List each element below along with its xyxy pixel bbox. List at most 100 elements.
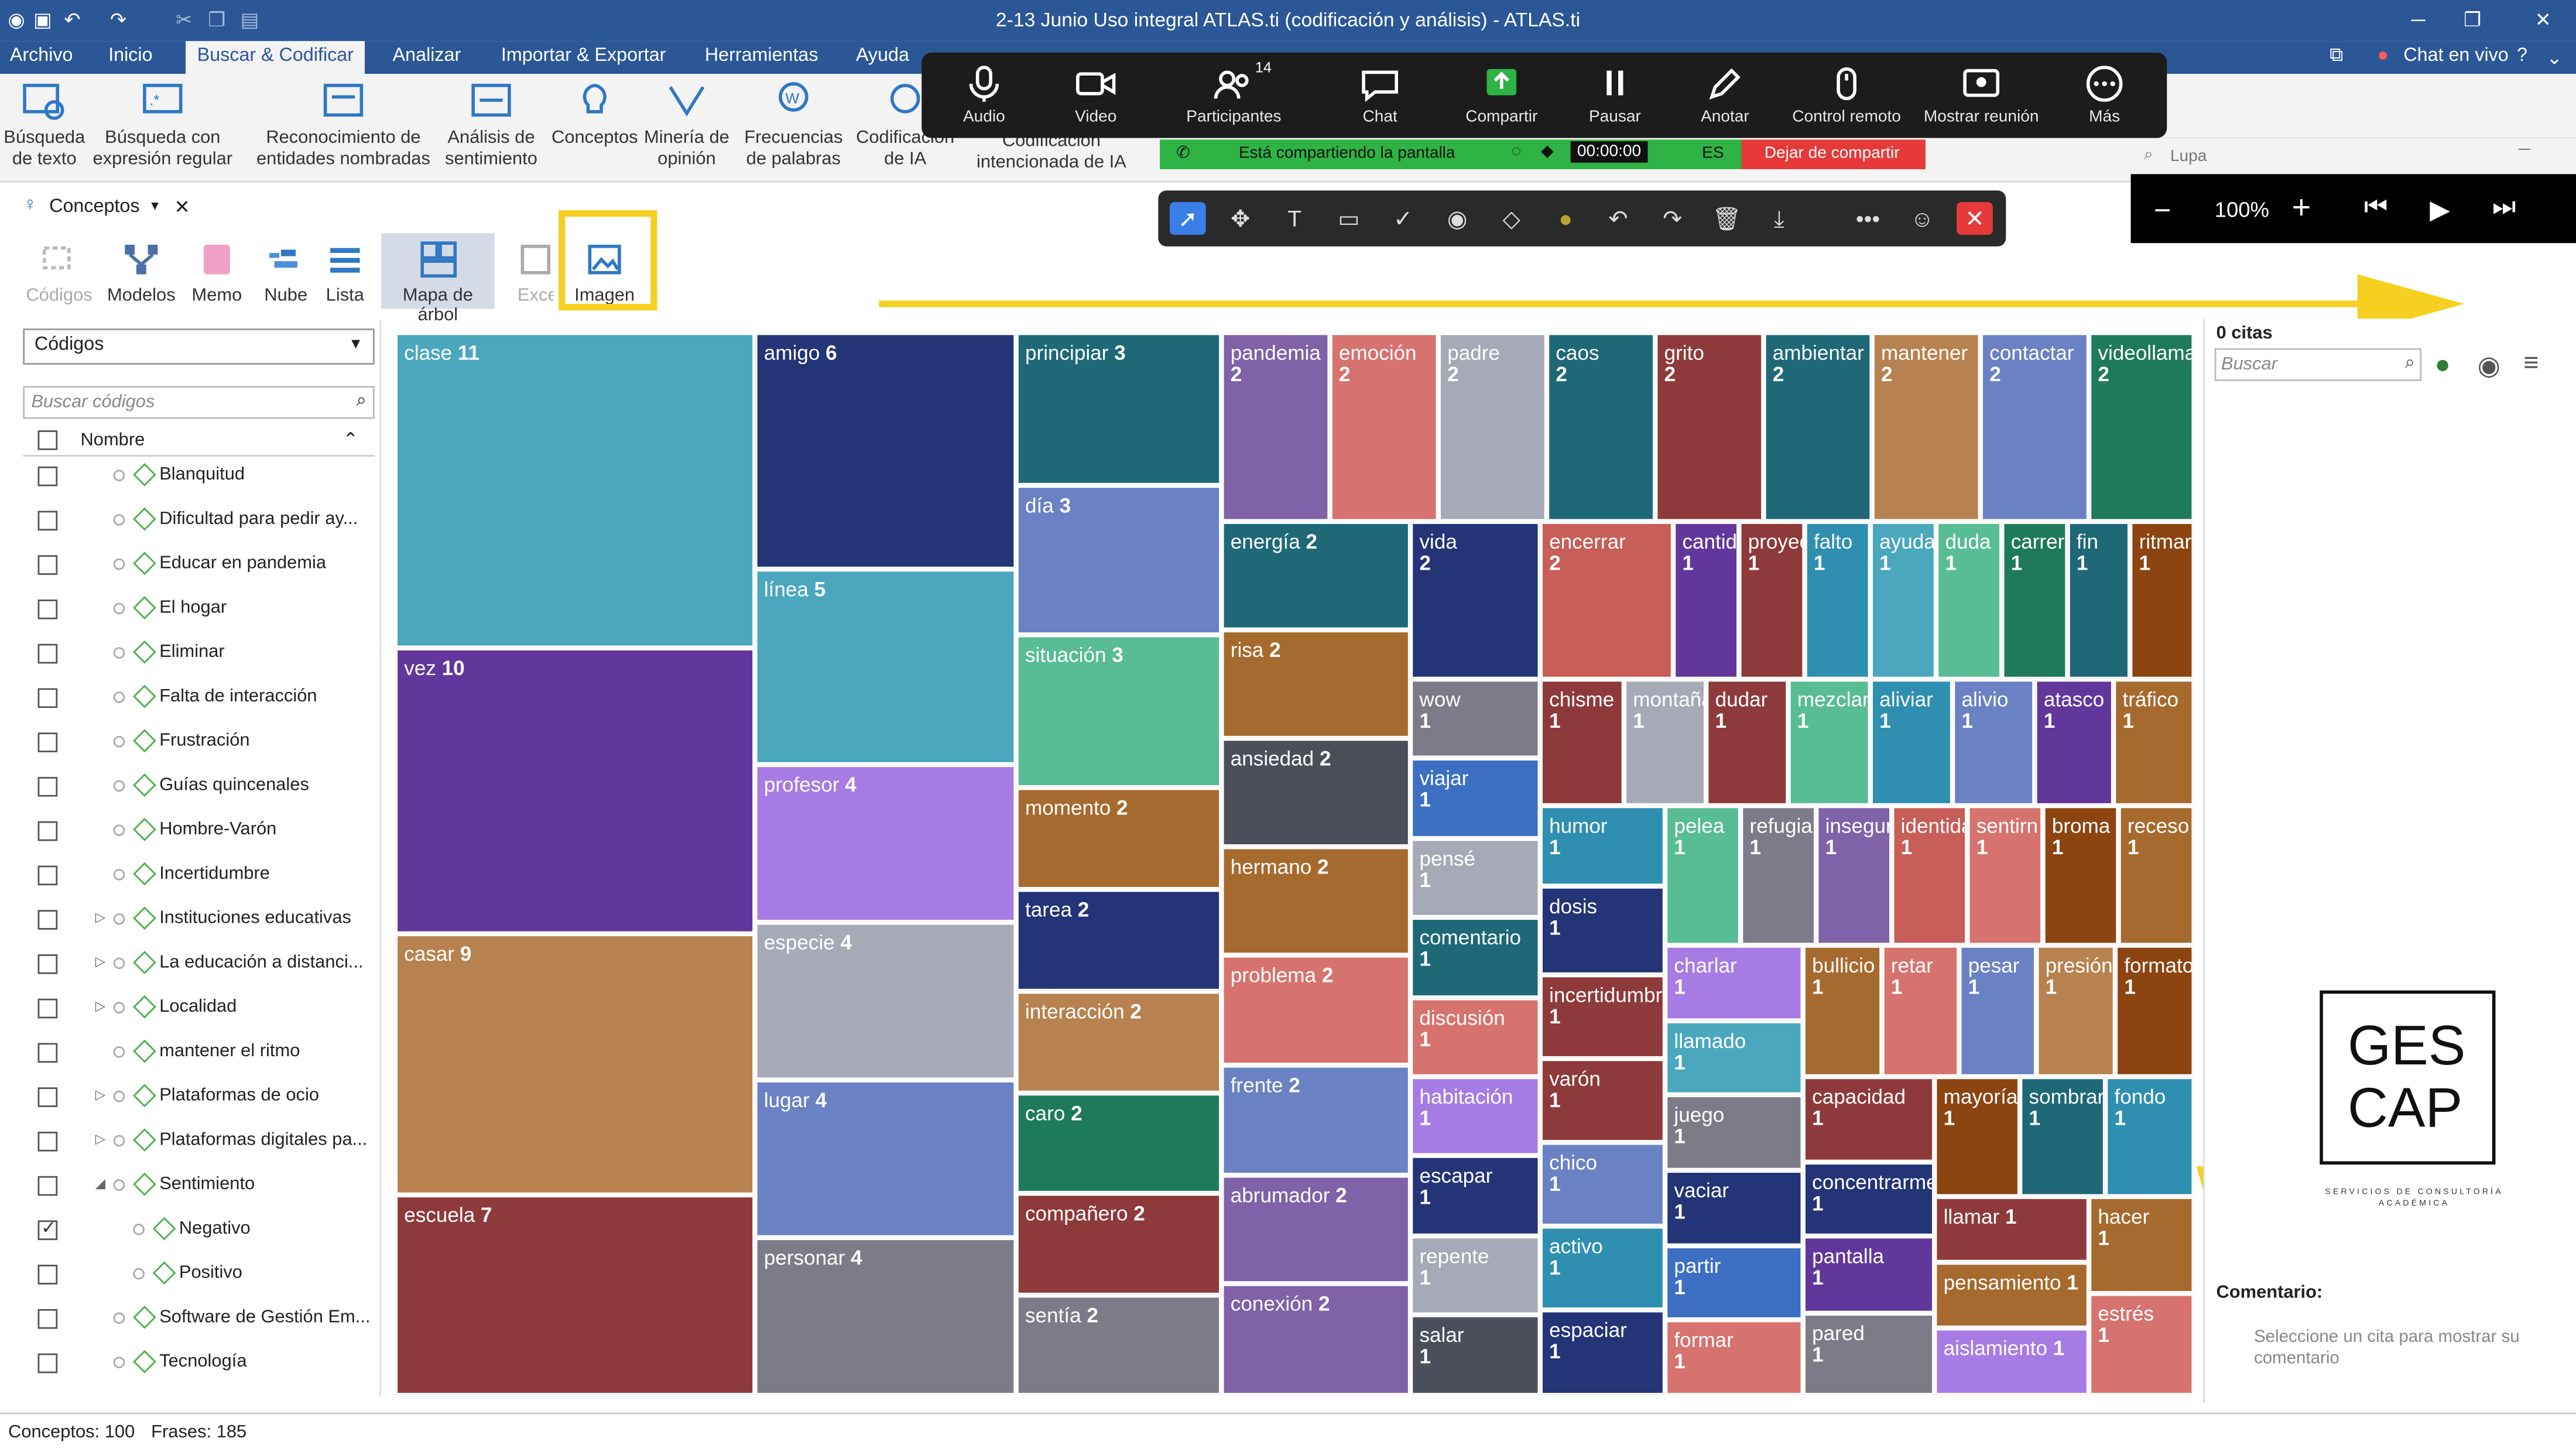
- treemap-tile[interactable]: ritmar 1: [2130, 522, 2194, 679]
- ribbon-text-search[interactable]: Búsqueda de texto: [4, 80, 85, 170]
- treemap-tile[interactable]: aislamiento 1: [1935, 1328, 2088, 1395]
- code-row[interactable]: Guías quincenales: [23, 767, 375, 811]
- treemap-tile[interactable]: conexión 2: [1222, 1284, 1410, 1395]
- code-checkbox[interactable]: [37, 555, 58, 575]
- code-checkbox[interactable]: [37, 511, 58, 531]
- treemap-tile[interactable]: bullicio 1: [1804, 946, 1882, 1076]
- skip-back-icon[interactable]: ⏮: [2364, 194, 2388, 222]
- treemap-tile[interactable]: concentrarme 1: [1804, 1163, 1934, 1235]
- code-row[interactable]: Educar en pandemia: [23, 545, 375, 590]
- close-icon[interactable]: ✕: [1957, 202, 1993, 235]
- treemap-tile[interactable]: dosis 1: [1541, 886, 1664, 974]
- treemap-tile[interactable]: presión 1: [2037, 946, 2115, 1076]
- show-meeting-button[interactable]: Mostrar reunión: [1920, 66, 2042, 126]
- codes-search-input[interactable]: Buscar códigos ⌕: [23, 386, 375, 419]
- treemap-tile[interactable]: ansiedad 2: [1222, 739, 1410, 846]
- code-row[interactable]: ◢ Sentimiento: [23, 1166, 375, 1211]
- more-dots-icon[interactable]: •••: [1855, 205, 1880, 232]
- pause-button[interactable]: Pausar: [1585, 66, 1645, 126]
- treemap-tile[interactable]: emoción 2: [1330, 333, 1438, 521]
- code-row[interactable]: ▷ Plataformas de ocio: [23, 1077, 375, 1122]
- treemap-tile[interactable]: charlar 1: [1666, 946, 1803, 1020]
- chat-button[interactable]: Chat: [1355, 66, 1405, 126]
- paste-icon[interactable]: ▤: [240, 8, 259, 32]
- treemap-tile[interactable]: varón 1: [1541, 1059, 1664, 1142]
- code-checkbox[interactable]: [37, 1087, 58, 1107]
- treemap-tile[interactable]: lugar 4: [755, 1080, 1016, 1237]
- menu-archivo[interactable]: Archivo: [9, 46, 73, 66]
- select-all-checkbox[interactable]: [37, 430, 58, 450]
- treemap-tile[interactable]: formato 1: [2116, 946, 2194, 1076]
- share-button[interactable]: Compartir: [1461, 66, 1543, 126]
- code-row[interactable]: ▷ Instituciones educativas: [23, 900, 375, 944]
- expand-icon[interactable]: ▷: [95, 1087, 106, 1102]
- treemap-tile[interactable]: día 3: [1016, 486, 1221, 634]
- treemap-tile[interactable]: ayuda 1: [1871, 522, 1936, 679]
- treemap-tile[interactable]: contactar 2: [1981, 333, 2088, 521]
- rectangle-icon[interactable]: ▭: [1338, 205, 1360, 232]
- treemap-tile[interactable]: interacción 2: [1016, 992, 1221, 1093]
- save-icon[interactable]: ▣: [33, 8, 52, 32]
- code-checkbox[interactable]: [37, 1265, 58, 1285]
- menu-icon[interactable]: ≡: [2523, 350, 2539, 378]
- treemap-tile[interactable]: wow 1: [1411, 680, 1540, 758]
- treemap-tile[interactable]: pantalla 1: [1804, 1237, 1934, 1313]
- expand-icon[interactable]: ▷: [95, 910, 106, 925]
- treemap-tile[interactable]: caos 2: [1547, 333, 1654, 521]
- treemap-tile[interactable]: estrés 1: [2089, 1294, 2194, 1395]
- treemap-tile[interactable]: duda 1: [1937, 522, 2001, 679]
- menu-ayuda[interactable]: Ayuda: [855, 46, 909, 66]
- code-checkbox[interactable]: [37, 954, 58, 974]
- code-row[interactable]: ▷ Plataformas digitales pa...: [23, 1122, 375, 1166]
- quotation-search-input[interactable]: Buscar ⌕: [2214, 348, 2422, 381]
- treemap-tile[interactable]: capacidad 1: [1804, 1077, 1934, 1162]
- cut-icon[interactable]: ✂: [176, 8, 193, 32]
- menu-importar-exportar[interactable]: Importar & Exportar: [501, 46, 666, 66]
- column-header[interactable]: Nombre ⌃: [23, 426, 375, 457]
- treemap-tile[interactable]: abrumador 2: [1222, 1176, 1410, 1283]
- minimize-icon[interactable]: ─: [2411, 8, 2426, 32]
- minimize-icon[interactable]: ─: [2518, 141, 2530, 160]
- treemap-tile[interactable]: pelea 1: [1666, 806, 1740, 945]
- treemap-tile[interactable]: retar 1: [1882, 946, 1958, 1076]
- treemap-tile[interactable]: encerrar 2: [1541, 522, 1673, 679]
- treemap-tile[interactable]: amigo 6: [755, 333, 1016, 569]
- treemap-tile[interactable]: insegur 1: [1817, 806, 1891, 945]
- treemap-tile[interactable]: hacer 1: [2089, 1197, 2194, 1293]
- treemap-tile[interactable]: mantener 2: [1872, 333, 1980, 521]
- stop-share-button[interactable]: Dejar de compartir: [1741, 139, 1926, 169]
- treemap-tile[interactable]: juego 1: [1666, 1095, 1803, 1170]
- code-checkbox[interactable]: [37, 1217, 58, 1241]
- color-icon[interactable]: ●: [1558, 205, 1573, 232]
- memo-tool[interactable]: Memo: [187, 233, 246, 306]
- treemap-tile[interactable]: línea 5: [755, 570, 1016, 764]
- models-tool[interactable]: Modelos: [105, 233, 177, 306]
- treemap-tile[interactable]: pensé 1: [1411, 839, 1540, 917]
- concepts-tab[interactable]: ♀ Conceptos ▾ ✕: [16, 189, 197, 225]
- text-icon[interactable]: T: [1287, 205, 1302, 232]
- treemap-tile[interactable]: sombrar 1: [2020, 1077, 2105, 1196]
- codes-selector[interactable]: Códigos ▼: [23, 328, 375, 365]
- code-checkbox[interactable]: [37, 643, 58, 664]
- chevron-down-icon[interactable]: ⌄: [2546, 49, 2563, 69]
- treemap-tile[interactable]: repente 1: [1411, 1237, 1540, 1314]
- treemap-tile[interactable]: dudar 1: [1707, 680, 1788, 805]
- zoom-in-icon[interactable]: +: [2291, 190, 2311, 227]
- eraser-icon[interactable]: ◇: [1502, 205, 1520, 232]
- treemap-tile[interactable]: vez 10: [396, 649, 755, 933]
- image-tool[interactable]: Imagen: [568, 233, 640, 306]
- treemap-tile[interactable]: videollamar 2: [2089, 333, 2194, 521]
- treemap-tile[interactable]: clase 11: [396, 333, 755, 648]
- redo-icon[interactable]: ↷: [1663, 205, 1683, 232]
- treemap-tile[interactable]: identida 1: [1892, 806, 1967, 945]
- treemap-tile[interactable]: especie 4: [755, 923, 1016, 1080]
- annotate-button[interactable]: Anotar: [1697, 66, 1753, 126]
- code-checkbox[interactable]: [37, 821, 58, 841]
- ribbon-word-frequencies[interactable]: W Frecuencias de palabras: [744, 80, 842, 170]
- treemap-tile[interactable]: atasco 1: [2035, 680, 2113, 805]
- play-icon[interactable]: ▶: [2430, 197, 2450, 225]
- treemap-tile[interactable]: pensamiento 1: [1935, 1263, 2088, 1327]
- timer[interactable]: 00:00:00: [1570, 141, 1648, 163]
- treemap-tile[interactable]: cantid 1: [1674, 522, 1738, 679]
- code-row[interactable]: ▷ La educación a distanci...: [23, 944, 375, 989]
